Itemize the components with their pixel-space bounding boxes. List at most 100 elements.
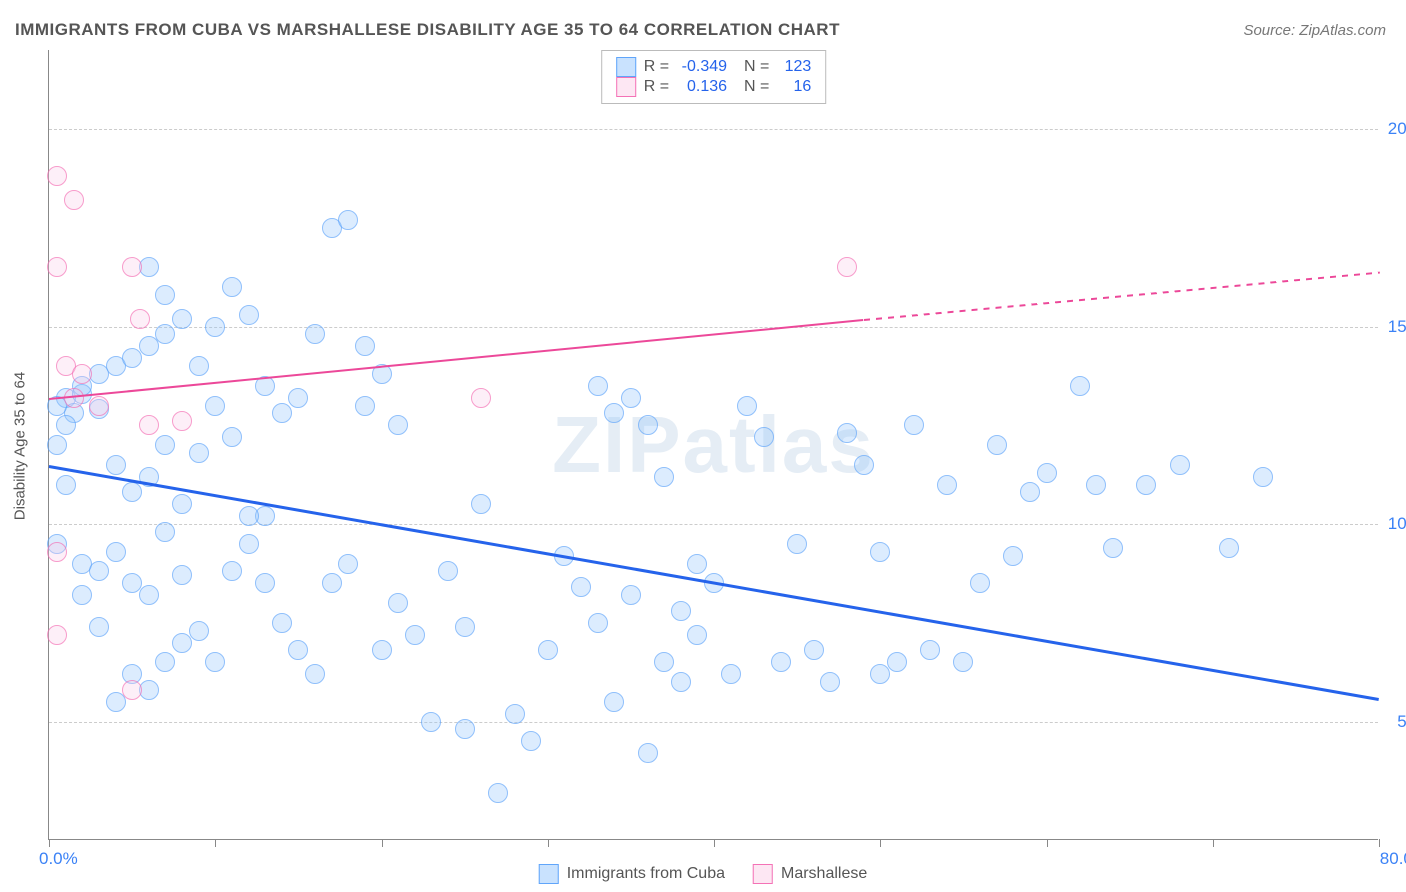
data-point-cuba — [1003, 546, 1023, 566]
legend-item-cuba: Immigrants from Cuba — [539, 864, 725, 884]
data-point-cuba — [205, 396, 225, 416]
source-attribution: Source: ZipAtlas.com — [1243, 22, 1386, 39]
data-point-cuba — [621, 585, 641, 605]
x-tick — [49, 839, 50, 847]
data-point-cuba — [937, 475, 957, 495]
data-point-cuba — [89, 561, 109, 581]
data-point-cuba — [687, 554, 707, 574]
data-point-cuba — [106, 542, 126, 562]
data-point-cuba — [1103, 538, 1123, 558]
data-point-marshallese — [72, 364, 92, 384]
correlation-stats-box: R = -0.349 N = 123 R = 0.136 N = 16 — [601, 50, 827, 104]
x-tick — [714, 839, 715, 847]
y-tick-label: 15.0% — [1388, 317, 1406, 337]
data-point-cuba — [239, 305, 259, 325]
data-point-cuba — [222, 427, 242, 447]
data-point-cuba — [488, 783, 508, 803]
swatch-blue-icon — [539, 864, 559, 884]
data-point-cuba — [621, 388, 641, 408]
data-point-marshallese — [47, 625, 67, 645]
data-point-cuba — [155, 285, 175, 305]
data-point-cuba — [1219, 538, 1239, 558]
data-point-cuba — [172, 494, 192, 514]
gridline — [49, 327, 1378, 328]
data-point-cuba — [920, 640, 940, 660]
data-point-cuba — [355, 336, 375, 356]
data-point-marshallese — [139, 415, 159, 435]
data-point-cuba — [155, 324, 175, 344]
data-point-marshallese — [47, 166, 67, 186]
data-point-cuba — [737, 396, 757, 416]
data-point-marshallese — [47, 542, 67, 562]
data-point-cuba — [1070, 376, 1090, 396]
x-tick — [1379, 839, 1380, 847]
data-point-cuba — [305, 324, 325, 344]
data-point-cuba — [671, 672, 691, 692]
data-point-cuba — [272, 613, 292, 633]
data-point-cuba — [721, 664, 741, 684]
data-point-cuba — [1170, 455, 1190, 475]
data-point-cuba — [870, 542, 890, 562]
data-point-cuba — [272, 403, 292, 423]
x-tick — [382, 839, 383, 847]
r-value-marshallese: 0.136 — [677, 78, 727, 96]
swatch-pink-icon — [753, 864, 773, 884]
data-point-cuba — [355, 396, 375, 416]
y-tick-label: 10.0% — [1388, 514, 1406, 534]
data-point-cuba — [638, 743, 658, 763]
data-point-cuba — [205, 652, 225, 672]
x-axis-min-label: 0.0% — [39, 849, 78, 869]
trendline-marshallese-extrapolated — [864, 271, 1380, 320]
data-point-cuba — [654, 467, 674, 487]
data-point-cuba — [521, 731, 541, 751]
data-point-cuba — [388, 415, 408, 435]
trendline-cuba — [49, 465, 1379, 701]
data-point-cuba — [455, 617, 475, 637]
data-point-cuba — [405, 625, 425, 645]
x-axis-max-label: 80.0% — [1380, 849, 1406, 869]
data-point-cuba — [222, 561, 242, 581]
data-point-cuba — [953, 652, 973, 672]
data-point-cuba — [189, 621, 209, 641]
data-point-marshallese — [89, 396, 109, 416]
data-point-cuba — [106, 455, 126, 475]
y-axis-label: Disability Age 35 to 64 — [12, 372, 29, 520]
data-point-cuba — [155, 435, 175, 455]
data-point-cuba — [155, 652, 175, 672]
data-point-cuba — [205, 317, 225, 337]
data-point-marshallese — [47, 257, 67, 277]
data-point-cuba — [89, 617, 109, 637]
data-point-cuba — [505, 704, 525, 724]
y-tick-label: 20.0% — [1388, 119, 1406, 139]
data-point-marshallese — [122, 257, 142, 277]
data-point-cuba — [604, 403, 624, 423]
data-point-cuba — [588, 376, 608, 396]
data-point-cuba — [172, 309, 192, 329]
data-point-cuba — [1136, 475, 1156, 495]
data-point-cuba — [338, 554, 358, 574]
data-point-cuba — [1086, 475, 1106, 495]
data-point-cuba — [820, 672, 840, 692]
data-point-cuba — [222, 277, 242, 297]
data-point-cuba — [288, 388, 308, 408]
data-point-cuba — [189, 356, 209, 376]
data-point-cuba — [305, 664, 325, 684]
data-point-cuba — [471, 494, 491, 514]
swatch-pink-icon — [616, 77, 636, 97]
data-point-marshallese — [837, 257, 857, 277]
data-point-cuba — [1020, 482, 1040, 502]
data-point-cuba — [455, 719, 475, 739]
data-point-cuba — [288, 640, 308, 660]
data-point-cuba — [654, 652, 674, 672]
data-point-cuba — [47, 435, 67, 455]
data-point-cuba — [887, 652, 907, 672]
n-value-cuba: 123 — [777, 58, 811, 76]
gridline — [49, 129, 1378, 130]
data-point-cuba — [255, 573, 275, 593]
chart-title: IMMIGRANTS FROM CUBA VS MARSHALLESE DISA… — [15, 20, 840, 40]
data-point-marshallese — [122, 680, 142, 700]
swatch-blue-icon — [616, 57, 636, 77]
data-point-cuba — [987, 435, 1007, 455]
x-tick — [1213, 839, 1214, 847]
data-point-cuba — [787, 534, 807, 554]
